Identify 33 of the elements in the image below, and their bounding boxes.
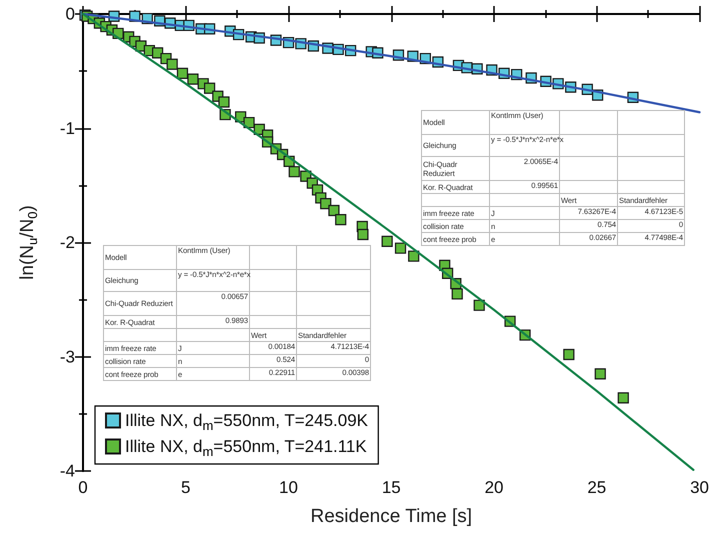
y-tick-label: -1	[60, 118, 75, 138]
x-tick-label: 20	[484, 478, 504, 497]
y-axis-title: ln(Nu/N0)	[17, 205, 40, 280]
point	[320, 198, 332, 210]
point	[166, 58, 178, 70]
y-tick-label: -4	[60, 462, 75, 480]
point	[563, 348, 574, 360]
point	[335, 214, 346, 226]
x-axis-title: Residence Time [s]	[310, 506, 472, 527]
point	[357, 228, 369, 240]
x-tick-label: 5	[181, 478, 190, 497]
point	[152, 47, 164, 58]
point	[382, 236, 393, 247]
point	[288, 166, 300, 178]
point	[394, 242, 406, 254]
point	[474, 300, 485, 311]
x-tick-label: 10	[279, 478, 298, 497]
point	[328, 204, 340, 216]
x-tick-label: 30	[690, 478, 710, 497]
x-tick-label: 15	[382, 478, 401, 497]
y-tick-label: -3	[60, 347, 75, 366]
x-tick-label: 25	[587, 478, 606, 497]
point	[204, 82, 216, 94]
point	[594, 368, 606, 380]
point	[452, 288, 463, 300]
point	[187, 74, 199, 85]
point	[218, 96, 230, 108]
point	[408, 250, 420, 262]
point	[176, 68, 188, 80]
point	[618, 392, 629, 404]
y-tick-label: -2	[60, 233, 75, 252]
x-tick-label: 0	[78, 478, 88, 497]
y-tick-label: 0	[66, 4, 75, 24]
